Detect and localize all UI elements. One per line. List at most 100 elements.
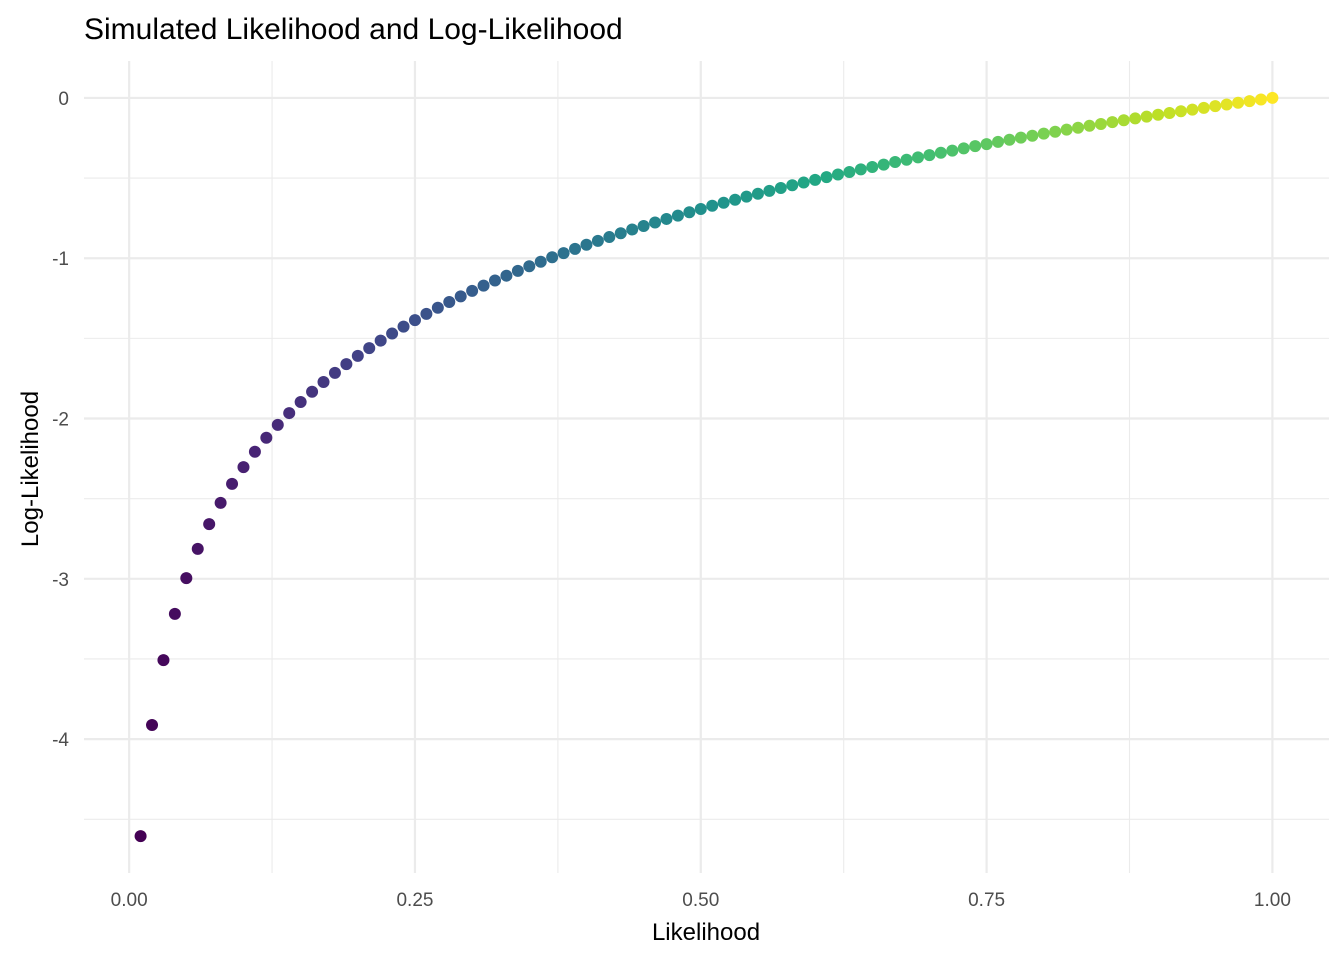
- x-tick-labels: 0.00 0.25 0.50 0.75 1.00: [111, 890, 1291, 911]
- data-point: [1129, 112, 1142, 125]
- data-point: [420, 307, 433, 320]
- data-point: [431, 301, 444, 314]
- data-point: [706, 199, 719, 212]
- data-point: [900, 153, 913, 166]
- x-tick-label: 1.00: [1254, 890, 1291, 911]
- data-point: [1243, 95, 1256, 108]
- data-point: [1174, 105, 1187, 118]
- data-point: [146, 719, 159, 732]
- data-point: [580, 238, 593, 251]
- data-point: [523, 260, 536, 273]
- data-point: [591, 234, 604, 247]
- data-point: [626, 223, 639, 236]
- data-point: [203, 518, 216, 531]
- data-point: [271, 418, 284, 431]
- data-point: [191, 542, 204, 555]
- data-point: [1209, 100, 1222, 113]
- data-point: [237, 461, 250, 474]
- data-point: [248, 445, 261, 458]
- data-point: [283, 407, 296, 420]
- x-tick-label: 0.50: [682, 890, 719, 911]
- data-point: [477, 279, 490, 292]
- data-point: [774, 182, 787, 195]
- data-point: [500, 269, 513, 282]
- data-point: [934, 146, 947, 159]
- data-point: [660, 212, 673, 225]
- data-point: [1117, 114, 1130, 127]
- x-tick-label: 0.75: [968, 890, 1005, 911]
- x-tick-label: 0.00: [111, 890, 148, 911]
- data-point: [831, 168, 844, 181]
- chart-title: Simulated Likelihood and Log-Likelihood: [84, 13, 623, 46]
- data-point: [1186, 103, 1199, 116]
- y-tick-label: 0: [58, 89, 69, 110]
- data-point: [877, 158, 890, 171]
- data-point: [557, 247, 570, 260]
- y-tick-labels: 0 -1 -2 -3 -4: [52, 89, 69, 751]
- data-point: [443, 295, 456, 308]
- data-point: [260, 431, 273, 444]
- data-point: [180, 572, 193, 585]
- data-point: [1220, 98, 1233, 111]
- data-point: [992, 135, 1005, 148]
- data-point: [969, 140, 982, 153]
- data-point: [854, 163, 867, 176]
- data-point: [740, 190, 753, 203]
- data-point: [957, 142, 970, 155]
- data-point: [306, 385, 319, 398]
- data-point: [488, 274, 501, 287]
- data-point: [763, 184, 776, 197]
- data-point: [374, 334, 387, 347]
- data-point: [454, 290, 467, 303]
- data-point: [214, 496, 227, 509]
- data-point: [1060, 123, 1073, 136]
- y-tick-label: -3: [52, 570, 69, 591]
- data-point: [397, 320, 410, 333]
- data-point: [546, 251, 559, 264]
- data-point: [671, 209, 684, 222]
- data-point: [157, 654, 170, 667]
- y-tick-label: -4: [52, 730, 69, 751]
- data-point: [843, 165, 856, 178]
- data-point: [1140, 110, 1153, 123]
- data-point: [1152, 108, 1165, 121]
- x-tick-label: 0.25: [396, 890, 433, 911]
- data-point: [923, 149, 936, 162]
- data-point: [912, 151, 925, 164]
- data-point: [797, 176, 810, 189]
- data-point: [1072, 121, 1085, 134]
- data-point: [1266, 91, 1279, 104]
- data-point: [729, 193, 742, 206]
- data-point: [511, 264, 524, 277]
- data-point: [134, 830, 147, 843]
- data-point: [168, 607, 181, 620]
- data-point: [569, 242, 582, 255]
- data-point: [340, 358, 353, 371]
- data-point: [1049, 125, 1062, 138]
- data-point: [1197, 101, 1210, 114]
- data-point: [408, 314, 421, 327]
- y-axis-title: Log-Likelihood: [17, 391, 44, 547]
- data-point: [534, 255, 547, 268]
- data-point: [1254, 93, 1267, 106]
- data-point: [226, 477, 239, 490]
- data-point: [809, 173, 822, 186]
- data-point: [786, 179, 799, 192]
- data-point: [1106, 116, 1119, 129]
- major-gridlines: [84, 61, 1329, 873]
- data-point: [1014, 131, 1027, 144]
- data-point: [1094, 118, 1107, 131]
- y-tick-label: -2: [52, 410, 69, 431]
- data-point: [649, 216, 662, 229]
- data-point: [466, 284, 479, 297]
- data-point: [603, 231, 616, 244]
- data-point: [363, 342, 376, 355]
- data-point: [317, 375, 330, 388]
- data-point: [351, 349, 364, 362]
- data-point: [386, 327, 399, 340]
- y-tick-label: -1: [52, 249, 69, 270]
- data-point: [614, 227, 627, 240]
- data-point: [328, 366, 341, 379]
